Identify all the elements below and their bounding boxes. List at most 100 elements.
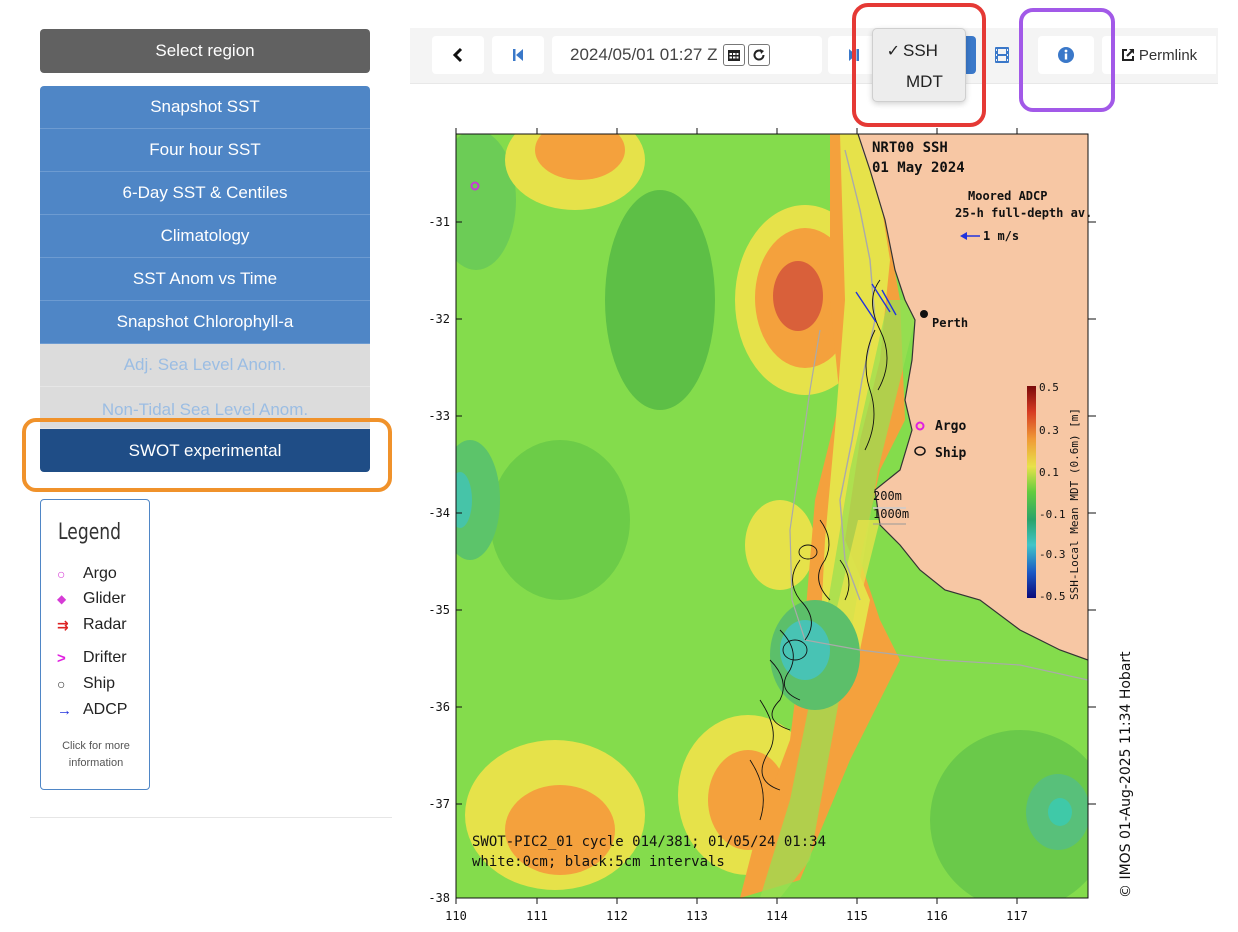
scale-arrow-label: 1 m/s <box>983 229 1019 243</box>
swot-contour-caption: white:0cm; black:5cm intervals <box>472 854 725 870</box>
legend-item-glider: ◆ Glider <box>57 588 126 610</box>
adcp-arrow-icon: → <box>57 701 72 719</box>
x-tick-label: 114 <box>766 909 788 923</box>
radar-arrows-icon: ⇉ <box>57 616 69 633</box>
calendar-button[interactable] <box>723 44 746 66</box>
menu-item-four-hour-sst[interactable]: Four hour SST <box>40 129 370 172</box>
y-tick-label: -31 <box>428 215 450 229</box>
refresh-icon <box>754 49 765 61</box>
legend-item-drifter: > Drifter <box>57 647 127 669</box>
menu-item-adj-sea-level-anom[interactable]: Adj. Sea Level Anom. <box>40 344 370 387</box>
menu-item-6day-sst[interactable]: 6-Day SST & Centiles <box>40 172 370 215</box>
chevron-left-icon <box>452 47 463 63</box>
perth-label: Perth <box>932 316 968 330</box>
perth-marker <box>920 310 928 318</box>
contour-200-label: 200m <box>873 489 902 503</box>
x-tick-label: 117 <box>1006 909 1028 923</box>
menu-item-sst-anom-vs-time[interactable]: SST Anom vs Time <box>40 258 370 301</box>
x-tick-label: 112 <box>606 909 628 923</box>
y-axis-labels: -31 -32 -33 -34 -35 -36 -37 -38 <box>428 215 450 905</box>
external-link-icon <box>1121 48 1135 61</box>
legend-panel[interactable]: Legend ○ Argo ◆ Glider ⇉ Radar > Drifter… <box>40 499 150 790</box>
x-tick-label: 110 <box>445 909 467 923</box>
y-tick-label: -34 <box>428 506 450 520</box>
y-tick-label: -35 <box>428 603 450 617</box>
map-title: NRT00 SSH <box>872 140 948 156</box>
legend-label: Ship <box>83 675 116 692</box>
field-dropdown-menu: ✓ SSH MDT <box>872 28 966 102</box>
adcp-vectors <box>855 283 897 323</box>
permalink-button[interactable]: Permlink <box>1102 36 1216 74</box>
info-button[interactable] <box>1038 36 1094 74</box>
permalink-label: Permlink <box>1138 46 1198 64</box>
colorbar-tick: -0.3 <box>1039 548 1066 561</box>
legend-label: Glider <box>83 590 126 607</box>
colorbar-ticks: 0.5 0.3 0.1 -0.1 -0.3 -0.5 <box>1039 381 1066 603</box>
moored-adcp-sub-label: 25-h full-depth av. <box>955 206 1092 220</box>
first-frame-button[interactable] <box>492 36 544 74</box>
menu-item-snapshot-sst[interactable]: Snapshot SST <box>40 86 370 129</box>
y-tick-label: -36 <box>428 700 450 714</box>
calendar-icon <box>728 50 741 61</box>
dropdown-option-mdt[interactable]: MDT <box>873 68 967 96</box>
moored-adcp-label: Moored ADCP <box>968 189 1047 203</box>
colorbar-tick: 0.5 <box>1039 381 1059 394</box>
legend-label: Radar <box>83 616 127 633</box>
select-region-button[interactable]: Select region <box>40 29 370 73</box>
argo-marker-icon: ○ <box>57 566 66 582</box>
legend-label: ADCP <box>83 701 128 718</box>
dropdown-label: MDT <box>906 72 943 91</box>
x-tick-label: 115 <box>846 909 868 923</box>
ship-marker-icon: ○ <box>57 676 66 692</box>
dropdown-option-ssh[interactable]: ✓ SSH <box>873 37 967 65</box>
glider-marker-icon: ◆ <box>57 592 67 606</box>
drifter-marker-icon: > <box>57 649 66 667</box>
legend-title: Legend <box>58 520 122 545</box>
argo-float-marker <box>470 181 480 191</box>
menu-item-snapshot-chlorophyll[interactable]: Snapshot Chlorophyll-a <box>40 301 370 344</box>
film-icon <box>995 47 1009 63</box>
ship-legend-marker <box>914 446 926 456</box>
argo-map-label: Argo <box>935 419 966 434</box>
colorbar-tick: 0.1 <box>1039 466 1059 479</box>
previous-button[interactable] <box>432 36 484 74</box>
menu-item-climatology[interactable]: Climatology <box>40 215 370 258</box>
skip-forward-icon <box>849 49 859 61</box>
legend-more-info[interactable]: Click for more information <box>62 740 130 769</box>
legend-label: Argo <box>83 565 117 582</box>
colorbar-tick: 0.3 <box>1039 424 1059 437</box>
adcp-scale-arrow <box>960 232 980 240</box>
refresh-button[interactable] <box>748 44 771 66</box>
map-field <box>456 134 1088 898</box>
x-tick-label: 113 <box>686 909 708 923</box>
product-menu: Snapshot SST Four hour SST 6-Day SST & C… <box>40 86 370 472</box>
date-control[interactable]: 2024/05/01 01:27 Z <box>552 36 822 74</box>
ship-map-label: Ship <box>935 446 966 461</box>
legend-item-adcp: → ADCP <box>57 699 127 721</box>
map-date: 01 May 2024 <box>872 160 965 176</box>
legend-item-argo: ○ Argo <box>57 563 117 585</box>
x-axis-labels: 110 111 112 113 114 115 116 117 <box>445 909 1028 923</box>
sidebar: Select region Snapshot SST Four hour SST… <box>0 0 392 820</box>
colorbar-tick: -0.1 <box>1039 508 1066 521</box>
dropdown-label: SSH <box>903 41 938 60</box>
date-display[interactable]: 2024/05/01 01:27 Z <box>570 45 718 64</box>
checkmark-icon: ✓ <box>886 43 900 60</box>
toolbar: 2024/05/01 01:27 Z Permlink <box>410 28 1218 84</box>
y-tick-label: -32 <box>428 312 450 326</box>
legend-label: Drifter <box>83 649 127 666</box>
argo-legend-marker <box>915 421 925 431</box>
skip-back-icon <box>513 49 523 61</box>
sidebar-divider <box>30 817 392 818</box>
menu-item-non-tidal-sea-level-anom[interactable]: Non-Tidal Sea Level Anom. <box>40 387 370 429</box>
legend-item-ship: ○ Ship <box>57 673 115 695</box>
legend-item-radar: ⇉ Radar <box>57 614 127 636</box>
y-tick-label: -33 <box>428 409 450 423</box>
y-tick-label: -38 <box>428 891 450 905</box>
colorbar-title: SSH-Local Mean MDT (0.6m) [m] <box>1068 408 1081 600</box>
animation-button[interactable] <box>982 36 1022 74</box>
y-tick-label: -37 <box>428 797 450 811</box>
imos-credit: © IMOS 01-Aug-2025 11:34 Hobart <box>1118 651 1134 898</box>
swot-caption: SWOT-PIC2_01 cycle 014/381; 01/05/24 01:… <box>472 834 826 850</box>
menu-item-swot-experimental[interactable]: SWOT experimental <box>40 429 370 472</box>
